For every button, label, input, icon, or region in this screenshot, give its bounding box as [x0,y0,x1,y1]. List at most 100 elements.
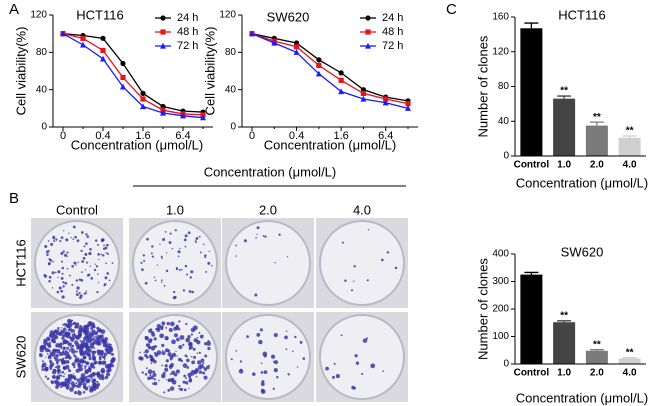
colony [60,381,65,385]
colony [57,359,61,362]
colony [188,387,190,390]
colony [273,368,278,373]
legend-label: 48 h [177,26,198,38]
y-tick-label: 0 [230,122,236,133]
colony [142,254,145,257]
colony [235,350,238,352]
colony [55,360,59,364]
colony [44,244,48,248]
colony [188,290,192,293]
significance: ** [560,86,568,97]
colony [65,360,70,364]
colony [70,379,72,382]
error-bar [589,121,604,126]
colony [202,243,205,246]
chart-title: SW620 [561,244,604,259]
y-tick-label: 80 [225,47,237,58]
colony [80,373,86,378]
colony [103,358,106,361]
colony [200,358,205,363]
colony [48,279,51,283]
x-tick-label: 6.4 [378,130,393,142]
error-bar [557,95,572,99]
colony [235,244,237,247]
colony [53,240,56,243]
colony [71,349,76,354]
colony [168,364,173,369]
significance: ** [593,112,601,123]
colony [278,233,281,236]
colony [60,252,64,256]
colony [46,353,49,355]
colony [93,350,97,354]
colony [167,388,171,392]
colony [61,295,65,299]
bar [520,28,543,157]
plate [319,220,405,306]
chart-title: SW620 [267,9,310,24]
x-tick-label: 2.0 [590,160,604,171]
error-bar [524,22,539,29]
colony [80,364,84,367]
colony [97,360,102,365]
colony [164,364,168,368]
colony [103,244,105,247]
colony [205,271,208,273]
colony [54,366,57,368]
colony [177,255,180,258]
colony [91,329,96,334]
marker [140,103,146,110]
colony [97,244,99,246]
colony [59,239,62,243]
colony [152,370,156,374]
colony [102,355,106,359]
colony [153,378,156,381]
bar [553,322,576,364]
colony [51,352,53,354]
colony [90,326,94,330]
colony [52,260,54,263]
colony [52,338,54,340]
x-axis-label: Concentration (μmol/L) [71,137,204,152]
y-tick-label: 0 [503,151,509,162]
colony [106,351,109,354]
colony [73,390,78,395]
marker [338,70,344,76]
x-tick-label: 0.4 [95,130,110,142]
colony [85,349,90,354]
colony [89,367,92,370]
plate [225,220,311,306]
colony [183,374,186,378]
colony [89,247,92,251]
colony [76,378,80,382]
colony [56,365,61,369]
colony [172,296,176,300]
colony [51,271,55,275]
colony [73,354,77,358]
colony [146,237,149,241]
colony [91,379,96,384]
colony [77,332,83,338]
colony [184,245,187,248]
colony [90,330,92,333]
colony [92,336,95,338]
colony [84,269,86,271]
colony [39,347,44,353]
colony [47,349,51,353]
x-tick-label: 4.0 [623,368,637,379]
y-tick-label: 0 [41,122,47,133]
y-tick-label: 120 [30,10,47,21]
colony [208,250,210,253]
colony [66,329,68,331]
colony [167,349,171,353]
colony [62,342,65,345]
colony [202,371,206,375]
y-tick-label: 0 [503,359,509,370]
colony [285,330,288,333]
colony [260,371,264,374]
colony [161,364,163,367]
colony [75,290,78,293]
colony [82,256,86,260]
colony [85,330,90,335]
